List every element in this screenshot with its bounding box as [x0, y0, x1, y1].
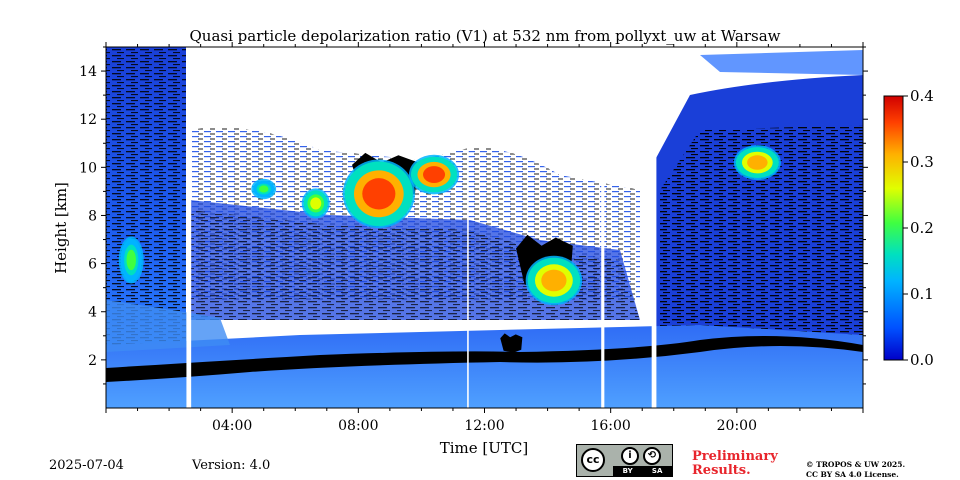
- date-label: 2025-07-04: [49, 458, 124, 473]
- data-gap: [651, 47, 657, 408]
- colorbar-tick-label: 0.3: [910, 153, 934, 171]
- y-tick-label: 12: [79, 112, 97, 128]
- y-axis-label: Height [km]: [52, 182, 70, 274]
- license-bar: BY SA: [613, 466, 672, 476]
- feature-4: [408, 154, 460, 195]
- plot-area: [106, 47, 863, 408]
- no-data-gaps: [186, 47, 657, 408]
- share-alike-icon: ⟲: [643, 447, 661, 465]
- x-axis-label: Time [UTC]: [440, 439, 529, 457]
- colorbar-tick-label: 0.1: [910, 285, 934, 303]
- copyright-notice: © TROPOS & UW 2025. CC BY SA 4.0 License…: [806, 460, 905, 480]
- license-sa: SA: [651, 467, 663, 475]
- y-axis: 2 4 6 8 10 12 14: [79, 46, 868, 385]
- colorbar-tick-label: 0.0: [910, 351, 934, 369]
- preliminary-notice: Preliminary Results.: [692, 450, 778, 478]
- colorbar-tick-label: 0.2: [910, 219, 934, 237]
- feature-3: [342, 159, 415, 229]
- feature-5: [525, 255, 583, 306]
- cc-license-badge[interactable]: cc i ⟲ BY SA: [576, 444, 673, 477]
- feature-2: [301, 188, 330, 219]
- license-by: BY: [622, 467, 633, 475]
- copyright-line2: CC BY SA 4.0 License.: [806, 470, 899, 479]
- dark-region: [500, 333, 523, 353]
- preliminary-line1: Preliminary: [692, 449, 778, 464]
- x-tick-label: 20:00: [717, 418, 757, 434]
- version-label: Version: 4.0: [192, 458, 271, 473]
- x-axis: 04:00 08:00 12:00 16:00 20:00: [105, 42, 864, 434]
- feature-6: [733, 145, 781, 180]
- colorbar-tick-label: 0.4: [910, 87, 934, 105]
- x-tick-label: 08:00: [338, 418, 378, 434]
- y-tick-label: 8: [88, 208, 97, 224]
- y-tick-label: 4: [88, 305, 97, 321]
- x-tick-label: 04:00: [212, 418, 252, 434]
- y-tick-label: 2: [88, 353, 97, 369]
- cc-icon: cc: [581, 448, 605, 472]
- data-gap: [186, 47, 192, 408]
- feature-0: [118, 236, 144, 284]
- preliminary-line2: Results.: [692, 463, 751, 478]
- copyright-line1: © TROPOS & UW 2025.: [806, 460, 906, 469]
- x-tick-label: 16:00: [590, 418, 630, 434]
- data-gap: [601, 47, 605, 408]
- y-tick-label: 14: [79, 64, 97, 80]
- feature-1: [251, 178, 277, 200]
- y-tick-label: 6: [88, 257, 97, 273]
- attribution-icon: i: [621, 447, 639, 465]
- data-gap: [467, 47, 469, 408]
- depolarization-features: [118, 145, 781, 306]
- y-tick-label: 10: [79, 160, 97, 176]
- backscatter-background: [106, 47, 863, 408]
- x-tick-label: 12:00: [464, 418, 504, 434]
- chart-title: Quasi particle depolarization ratio (V1)…: [189, 27, 780, 45]
- colorbar-ticks: 0.0 0.1 0.2 0.3 0.4: [903, 87, 934, 369]
- colorbar: [883, 95, 904, 361]
